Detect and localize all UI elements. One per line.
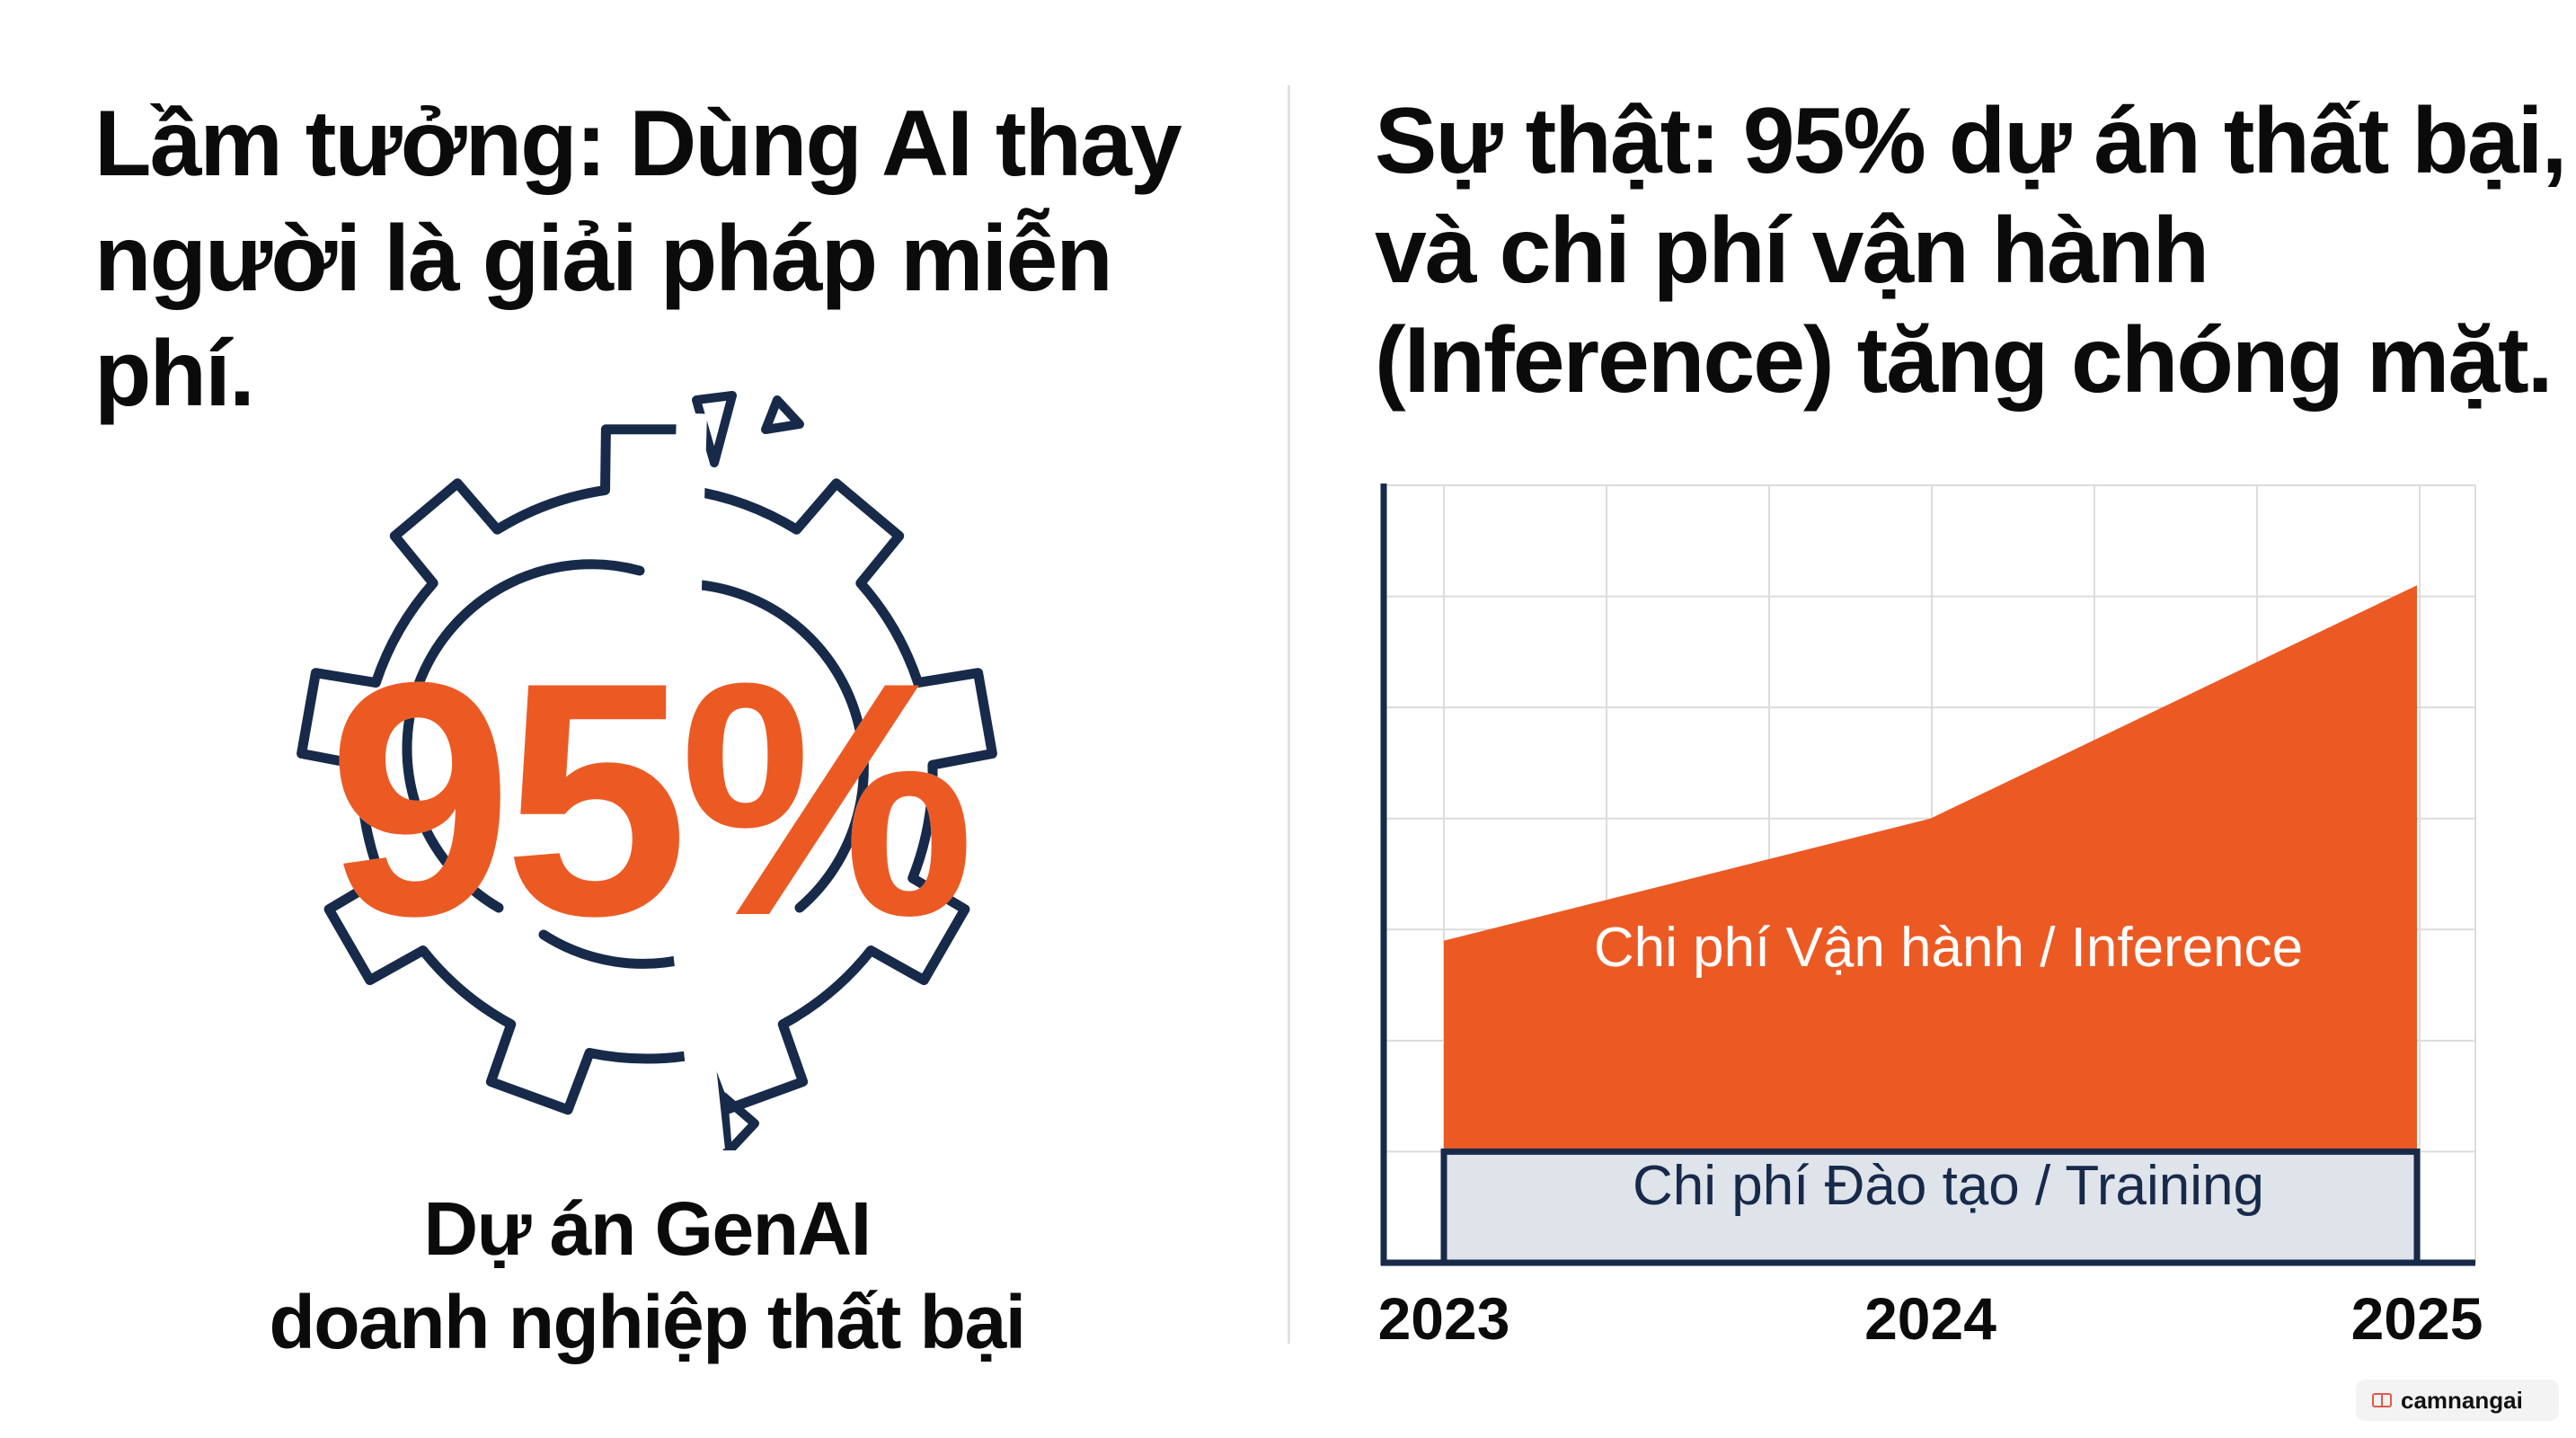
reality-title-line-3: (Inference) tăng chóng mặt. [1375, 308, 2554, 413]
training-series-label: Chi phí Đào tạo / Training [1633, 1155, 2264, 1217]
gear-inner-arc-right [686, 579, 869, 913]
gear-shard-2 [761, 395, 804, 434]
failure-stat-caption: Dự án GenAI doanh nghiệp thất bại [198, 1182, 1096, 1369]
gear-crack-bottom [669, 915, 725, 1150]
gear-crack-top [669, 413, 707, 648]
book-icon [2372, 1393, 2392, 1407]
myth-title-line-1: Lầm tưởng: Dùng AI thay [94, 92, 1182, 196]
inference-area [1444, 585, 2417, 1152]
failure-stat-value: 95% [327, 614, 976, 985]
watermark-text: camnangai [2401, 1386, 2523, 1414]
gear-inner-arc-bottom [538, 929, 697, 969]
inference-series-label: Chi phí Vận hành / Inference [1594, 917, 2303, 979]
reality-title: Sự thật: 95% dự án thất bại, và chi phí … [1375, 86, 2570, 415]
x-tick-label: 2025 [2351, 1285, 2483, 1352]
x-tick-label: 2024 [1864, 1285, 1996, 1352]
x-tick-label: 2023 [1378, 1285, 1510, 1352]
gear-inner-arc-left [402, 559, 645, 913]
panel-divider [1288, 85, 1290, 1344]
myth-title-line-2: người là giải pháp miễn phí. [94, 207, 1113, 426]
myth-title: Lầm tưởng: Dùng AI thay người là giải ph… [94, 86, 1262, 431]
reality-title-line-1: Sự thật: 95% dự án thất bại, [1375, 89, 2567, 193]
broken-gear-icon [297, 391, 997, 1150]
reality-title-line-2: và chi phí vận hành [1375, 199, 2209, 303]
gear-outline [297, 424, 997, 1115]
gear-shard-3 [719, 1092, 759, 1150]
failure-caption-line-2: doanh nghiệp thất bại [269, 1280, 1026, 1364]
failure-caption-line-1: Dự án GenAI [423, 1186, 872, 1271]
watermark-badge: camnangai [2356, 1380, 2559, 1421]
cost-area-chart: Chi phí Vận hành / Inference Chi phí Đào … [1378, 484, 2483, 1352]
